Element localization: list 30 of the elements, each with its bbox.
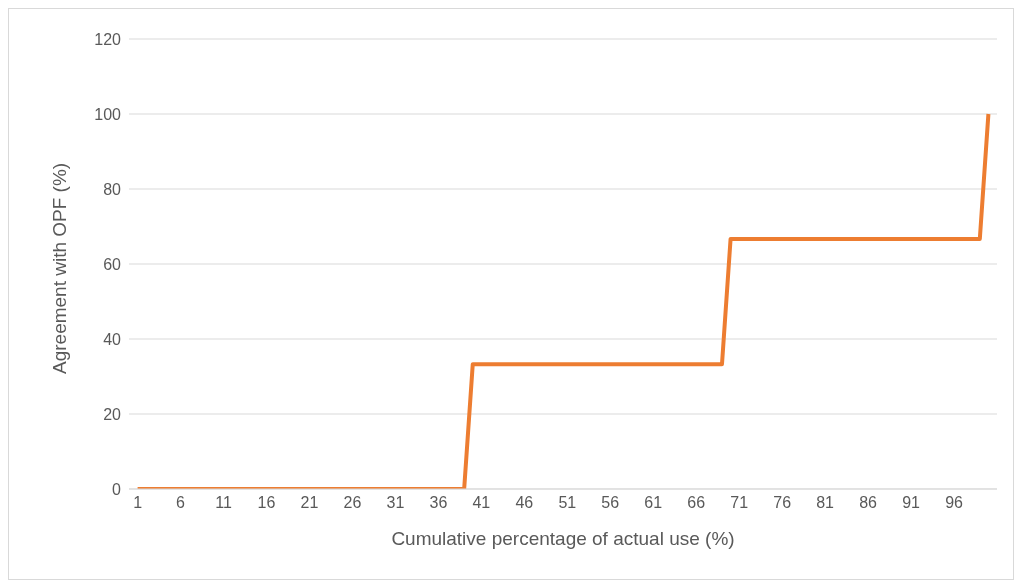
x-tick-label: 46 [515,494,534,512]
x-tick-label: 6 [176,494,186,512]
x-tick-label: 36 [429,494,448,512]
x-tick-label: 71 [730,494,749,512]
x-tick-label: 81 [816,494,835,512]
line-series [135,112,991,489]
x-tick-label: 86 [859,494,878,512]
x-tick-label: 76 [773,494,792,512]
x-tick-label: 96 [945,494,964,512]
x-tick-label: 11 [215,494,232,512]
y-tick-label: 60 [103,255,122,273]
x-tick-label: 41 [472,494,491,512]
x-tick-label: 1 [133,494,143,512]
x-tick-label: 51 [558,494,577,512]
x-tick-label: 66 [687,494,706,512]
y-tick-label: 80 [103,180,122,198]
x-tick-label: 56 [601,494,620,512]
x-tick-label: 26 [343,494,362,512]
x-tick-label: 31 [386,494,405,512]
y-tick-label: 20 [103,405,122,423]
x-tick-label: 21 [300,494,319,512]
y-tick-label: 0 [112,480,122,498]
y-tick-label: 120 [94,30,122,48]
x-tick-label: 61 [644,494,663,512]
y-axis-title: Agreement with OPF (%) [48,162,70,374]
x-tick-label: 16 [257,494,276,512]
y-tick-label: 40 [103,330,122,348]
x-tick-label: 91 [902,494,921,512]
y-tick-label: 100 [94,105,122,123]
x-axis-title: Cumulative percentage of actual use (%) [391,528,735,549]
